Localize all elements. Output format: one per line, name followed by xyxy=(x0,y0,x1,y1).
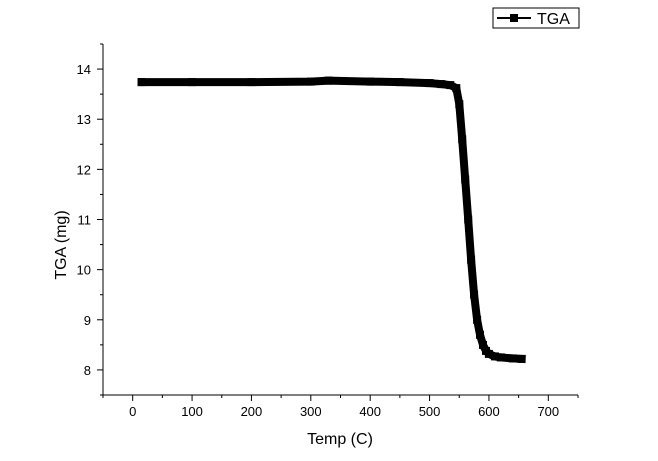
legend: TGA xyxy=(492,7,580,29)
data-point xyxy=(137,78,146,87)
data-point xyxy=(476,330,484,339)
y-tick-label: 9 xyxy=(84,313,91,328)
x-tick-label: 500 xyxy=(419,404,441,419)
data-point xyxy=(496,353,505,362)
data-point xyxy=(470,290,479,299)
data-point xyxy=(508,354,517,363)
data-point xyxy=(188,78,197,87)
data-point xyxy=(473,315,482,324)
x-tick-label: 600 xyxy=(478,404,500,419)
data-point xyxy=(467,255,476,264)
series-layer xyxy=(137,76,526,364)
legend-box xyxy=(492,7,580,29)
data-point xyxy=(437,80,446,89)
tick-marks: 8 9 10 11 12 13 14 0 100 200 300 400 500 600 700 xyxy=(77,43,579,419)
x-tick-label: 400 xyxy=(359,404,381,419)
y-tick-label: 12 xyxy=(77,162,91,177)
data-point xyxy=(464,215,473,224)
x-tick-label: 300 xyxy=(300,404,322,419)
x-tick-label: 100 xyxy=(181,404,203,419)
data-point xyxy=(490,352,499,361)
y-axis-label: TGA (mg) xyxy=(53,210,70,279)
y-tick-label: 14 xyxy=(77,62,91,77)
data-point xyxy=(366,77,375,86)
legend-label: TGA xyxy=(537,11,570,28)
data-point xyxy=(425,79,434,88)
data-point xyxy=(479,340,487,349)
data-point xyxy=(306,77,315,86)
data-point xyxy=(446,81,455,90)
data-point xyxy=(484,349,493,358)
data-point xyxy=(452,84,461,93)
data-point xyxy=(324,76,333,85)
x-tick-label: 700 xyxy=(537,404,559,419)
axes xyxy=(102,44,578,396)
data-point xyxy=(461,175,470,184)
y-tick-label: 13 xyxy=(77,112,91,127)
data-point xyxy=(247,78,256,87)
y-tick-label: 10 xyxy=(77,263,91,278)
data-point xyxy=(395,78,404,87)
data-point xyxy=(455,100,464,109)
x-tick-label: 0 xyxy=(129,404,136,419)
x-axis-label: Temp (C) xyxy=(307,431,373,448)
x-tick-label: 200 xyxy=(241,404,263,419)
data-point xyxy=(458,135,467,144)
y-tick-label: 8 xyxy=(84,363,91,378)
legend-marker-icon xyxy=(510,14,518,22)
y-tick-label: 11 xyxy=(78,213,92,228)
data-point xyxy=(517,354,526,363)
